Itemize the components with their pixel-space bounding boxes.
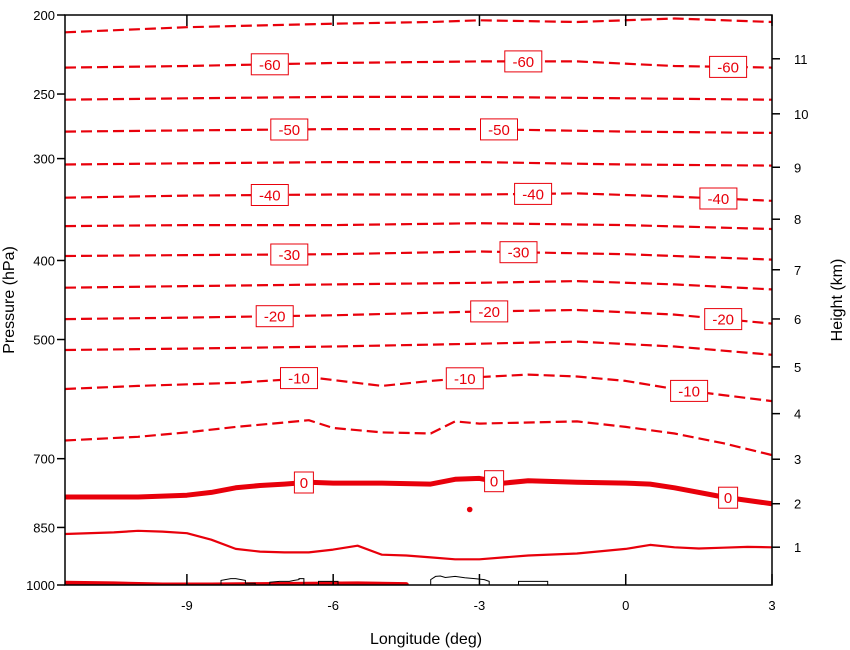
contour-line-minus-65 [65,17,772,34]
contour-label: -20 [264,309,286,326]
y-axis-title: Pressure (hPa) [1,246,18,354]
y-tick-label: 1000 [26,578,55,593]
contour-lines [65,17,772,585]
y-tick-label: 500 [33,333,55,348]
y2-tick-label: 2 [794,497,801,512]
contour-label: -10 [288,371,310,388]
contour-label: -40 [259,188,281,205]
contour-label-box [470,300,509,323]
contour-label-box [293,471,314,494]
contour-line-minus-50 [65,128,772,134]
contour-label-box [704,308,743,331]
contour-line-minus-35 [65,222,772,231]
plot-border [64,14,773,586]
y2-tick-label: 5 [794,360,801,375]
contour-label-box [280,367,318,390]
contour-label: -40 [522,186,544,203]
contour-line-minus-15 [65,340,772,356]
y2-axis-title: Height (km) [829,259,846,342]
contour-label: -10 [678,383,700,400]
contour-line-minus-25 [65,280,772,291]
isolated-contour-mark [466,506,473,513]
contour-label-box [709,55,748,78]
contour-label: -60 [512,54,534,71]
x-tick-label: -3 [474,598,486,613]
contour-labels: -60 -60 -60 -50 -50 -40 -40 -40 -30 -30 -20 -20 -20 -… [250,50,748,509]
contour-label: -40 [708,191,730,208]
terrain-segment [430,575,490,585]
contour-label: 0 [490,474,498,491]
x-tick-label: -9 [181,598,193,613]
y2-tick-label: 10 [794,107,808,122]
contour-line-minus-60 [65,60,772,69]
contour-label-box [670,379,709,402]
contour-label-box [255,305,294,328]
contour-label-box [504,50,543,73]
y-tick-label: 300 [33,152,55,167]
contour-label-box [514,182,553,205]
contour-label-box [699,187,738,210]
y2-tick-label: 1 [794,540,801,555]
contour-label: -50 [278,122,300,139]
terrain-segment [220,578,256,585]
contour-line-minus-10 [65,373,772,403]
y-tick-label: 200 [33,8,55,23]
contour-label: -60 [259,57,281,74]
contour-label: -50 [488,122,510,139]
y2-tick-label: 6 [794,312,801,327]
contour-label-box [499,241,538,264]
terrain-segment [518,580,549,585]
contour-line-minus-45 [65,161,772,167]
x-tick-label: 3 [768,598,775,613]
y2-tick-label: 3 [794,452,801,467]
y2-tick-label: 4 [794,407,801,422]
terrain-segment [318,580,339,585]
contour-line-minus-55 [65,95,772,101]
contour-line-0 [65,475,772,507]
contour-line-minus-5 [65,419,772,457]
contour-line-minus-40 [65,192,772,202]
contour-label: 0 [300,475,308,492]
contour-label-box [484,470,505,493]
x-axis-title: Longitude (deg) [370,631,482,648]
y-tick-label: 700 [33,452,55,467]
contour-label: -20 [478,304,500,321]
contour-label: -30 [508,245,530,262]
y-tick-label: 850 [33,520,55,535]
contour-line-minus-30 [65,250,772,261]
y-tick-label: 250 [33,87,55,102]
contour-line-minus-20 [65,308,772,325]
contour-label: -60 [717,59,739,76]
axis-ticks: -9 -6 -3 0 320025030040050070085010001234567… [26,8,808,613]
x-tick-label: -6 [327,598,339,613]
y2-tick-label: 9 [794,160,801,175]
x-tick-label: 0 [622,598,629,613]
y2-tick-label: 7 [794,263,801,278]
contour-label-box [718,486,739,509]
contour-label: -10 [454,371,476,388]
contour-label: 0 [724,490,732,507]
contour-label-box [250,184,289,206]
contour-label: -20 [712,312,734,329]
contour-label-box [480,118,518,141]
plot-frame [64,14,773,586]
contour-label-box [445,367,484,390]
terrain-segment [269,578,305,585]
y2-tick-label: 11 [794,52,808,67]
y-tick-label: 400 [33,253,55,268]
contour-label: -30 [278,247,300,264]
contour-line-5 [65,529,772,561]
y2-tick-label: 8 [794,212,801,227]
terrain-outline [220,575,549,585]
contour-label-box [250,53,289,76]
contour-label-box [270,118,309,141]
contour-label-box [270,243,309,266]
